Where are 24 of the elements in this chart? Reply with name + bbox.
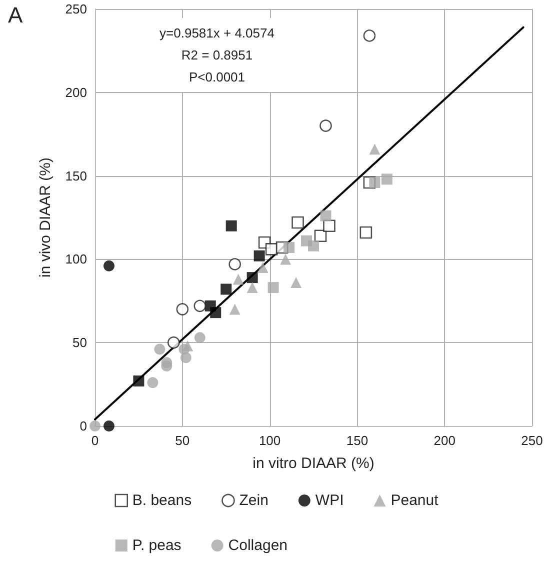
y-tick-label: 100 (65, 252, 87, 267)
x-tick-label: 150 (346, 433, 368, 448)
legend-label: WPI (315, 492, 344, 509)
y-tick-label: 50 (72, 335, 87, 350)
x-axis-title: in vitro DIAAR (%) (252, 455, 374, 472)
x-tick-label: 50 (175, 433, 190, 448)
y-tick-label: 0 (80, 418, 87, 434)
y-tick-label: 250 (65, 2, 87, 16)
legend-label: Collagen (228, 537, 288, 554)
x-tick-label: 100 (258, 433, 281, 448)
x-tick-label: 200 (434, 433, 456, 448)
annotation: P<0.0001 (188, 70, 246, 84)
legend-label: Peanut (390, 492, 440, 509)
legend-label: P. peas (132, 537, 182, 554)
x-tick-label: 0 (91, 433, 99, 448)
legend-label: B. beans (132, 492, 192, 509)
x-tick-label: 250 (521, 433, 543, 448)
legend-label: Zein (239, 492, 268, 509)
annotation: R2 = 0.8951 (181, 48, 253, 62)
y-axis-title: in vivo DIAAR (%) (37, 157, 54, 278)
y-tick-label: 150 (65, 168, 87, 184)
text: A (8, 2, 23, 28)
y-tick-label: 200 (65, 84, 87, 100)
annotation: y=0.9581x + 4.0574 (160, 26, 274, 40)
